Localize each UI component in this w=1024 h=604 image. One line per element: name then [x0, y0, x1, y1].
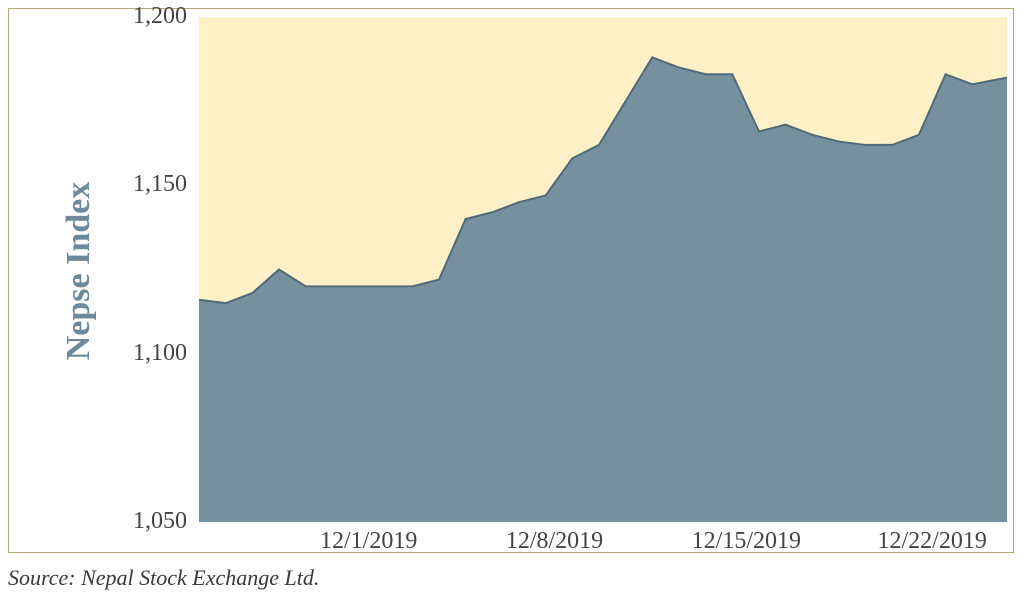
area-fill — [199, 57, 1007, 522]
source-text: Source: Nepal Stock Exchange Ltd. — [8, 565, 319, 591]
y-tick-label: 1,050 — [133, 508, 187, 535]
y-tick-label: 1,200 — [133, 3, 187, 30]
plot-area — [199, 17, 1007, 522]
x-tick-label: 12/22/2019 — [878, 528, 987, 555]
area-chart — [199, 17, 1007, 522]
y-tick-label: 1,150 — [133, 171, 187, 198]
chart-frame: Nepse Index 1,0501,1001,1501,200 12/1/20… — [8, 8, 1014, 553]
x-tick-label: 12/15/2019 — [692, 528, 801, 555]
x-tick-label: 12/8/2019 — [506, 528, 603, 555]
y-axis-title: Nepse Index — [60, 161, 98, 381]
y-tick-label: 1,100 — [133, 340, 187, 367]
x-tick-label: 12/1/2019 — [320, 528, 417, 555]
